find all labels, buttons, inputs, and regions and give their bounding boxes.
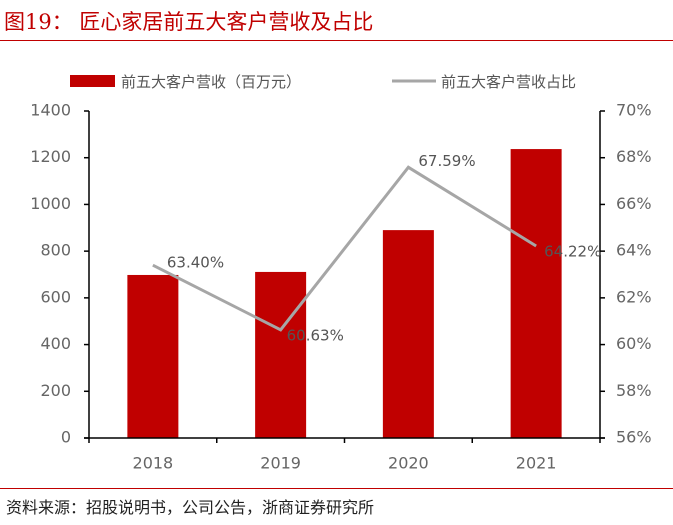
data-label-2018: 63.40% <box>167 254 224 272</box>
x-tick-label-2019: 2019 <box>260 454 301 473</box>
left-tick-label: 1400 <box>30 101 71 120</box>
right-tick-label: 60% <box>616 334 652 353</box>
legend-label-bar: 前五大客户营收（百万元） <box>121 73 301 91</box>
x-tick-label-2020: 2020 <box>388 454 429 473</box>
legend-swatch-bar <box>70 75 115 87</box>
data-label-2020: 67.59% <box>418 152 475 170</box>
right-tick-label: 58% <box>616 381 652 400</box>
left-tick-label: 800 <box>40 241 71 260</box>
left-tick-label: 200 <box>40 381 71 400</box>
legend-label-line: 前五大客户营收占比 <box>441 73 576 91</box>
x-tick-label-2018: 2018 <box>133 454 174 473</box>
figure-title: 图19： 匠心家居前五大客户营收及占比 <box>4 10 374 34</box>
right-tick-label: 64% <box>616 241 652 260</box>
left-tick-label: 0 <box>61 428 71 447</box>
bar-2020 <box>382 230 434 438</box>
right-tick-label: 62% <box>616 287 652 306</box>
data-labels: 63.40% 60.63% 67.59% 64.22% <box>167 152 601 345</box>
source-note: 资料来源：招股说明书，公司公告，浙商证券研究所 <box>6 498 375 517</box>
legend: 前五大客户营收（百万元） 前五大客户营收占比 <box>70 73 576 91</box>
right-tick-label: 68% <box>616 147 652 166</box>
left-tick-label: 1000 <box>30 194 71 213</box>
bar-2021 <box>510 149 562 438</box>
axes: 0 200 400 600 800 1000 1200 1400 56% 58% 60% 62% 64%… <box>30 101 651 473</box>
left-tick-label: 600 <box>40 287 71 306</box>
right-tick-label: 70% <box>616 101 652 120</box>
line-path <box>152 165 537 332</box>
data-label-2019: 60.63% <box>287 326 344 344</box>
data-label-2021: 64.22% <box>544 243 601 261</box>
line-series <box>152 165 537 332</box>
bar-2018 <box>127 274 179 438</box>
title-divider <box>0 40 673 41</box>
right-tick-label: 56% <box>616 428 652 447</box>
bar-2019 <box>255 271 307 438</box>
left-tick-label: 400 <box>40 334 71 353</box>
left-tick-label: 1200 <box>30 147 71 166</box>
footer-divider <box>0 488 673 489</box>
bar-series <box>127 149 562 438</box>
chart: 前五大客户营收（百万元） 前五大客户营收占比 0 200 400 600 800 1000 1… <box>30 73 651 473</box>
right-tick-label: 66% <box>616 194 652 213</box>
x-tick-label-2021: 2021 <box>516 454 557 473</box>
